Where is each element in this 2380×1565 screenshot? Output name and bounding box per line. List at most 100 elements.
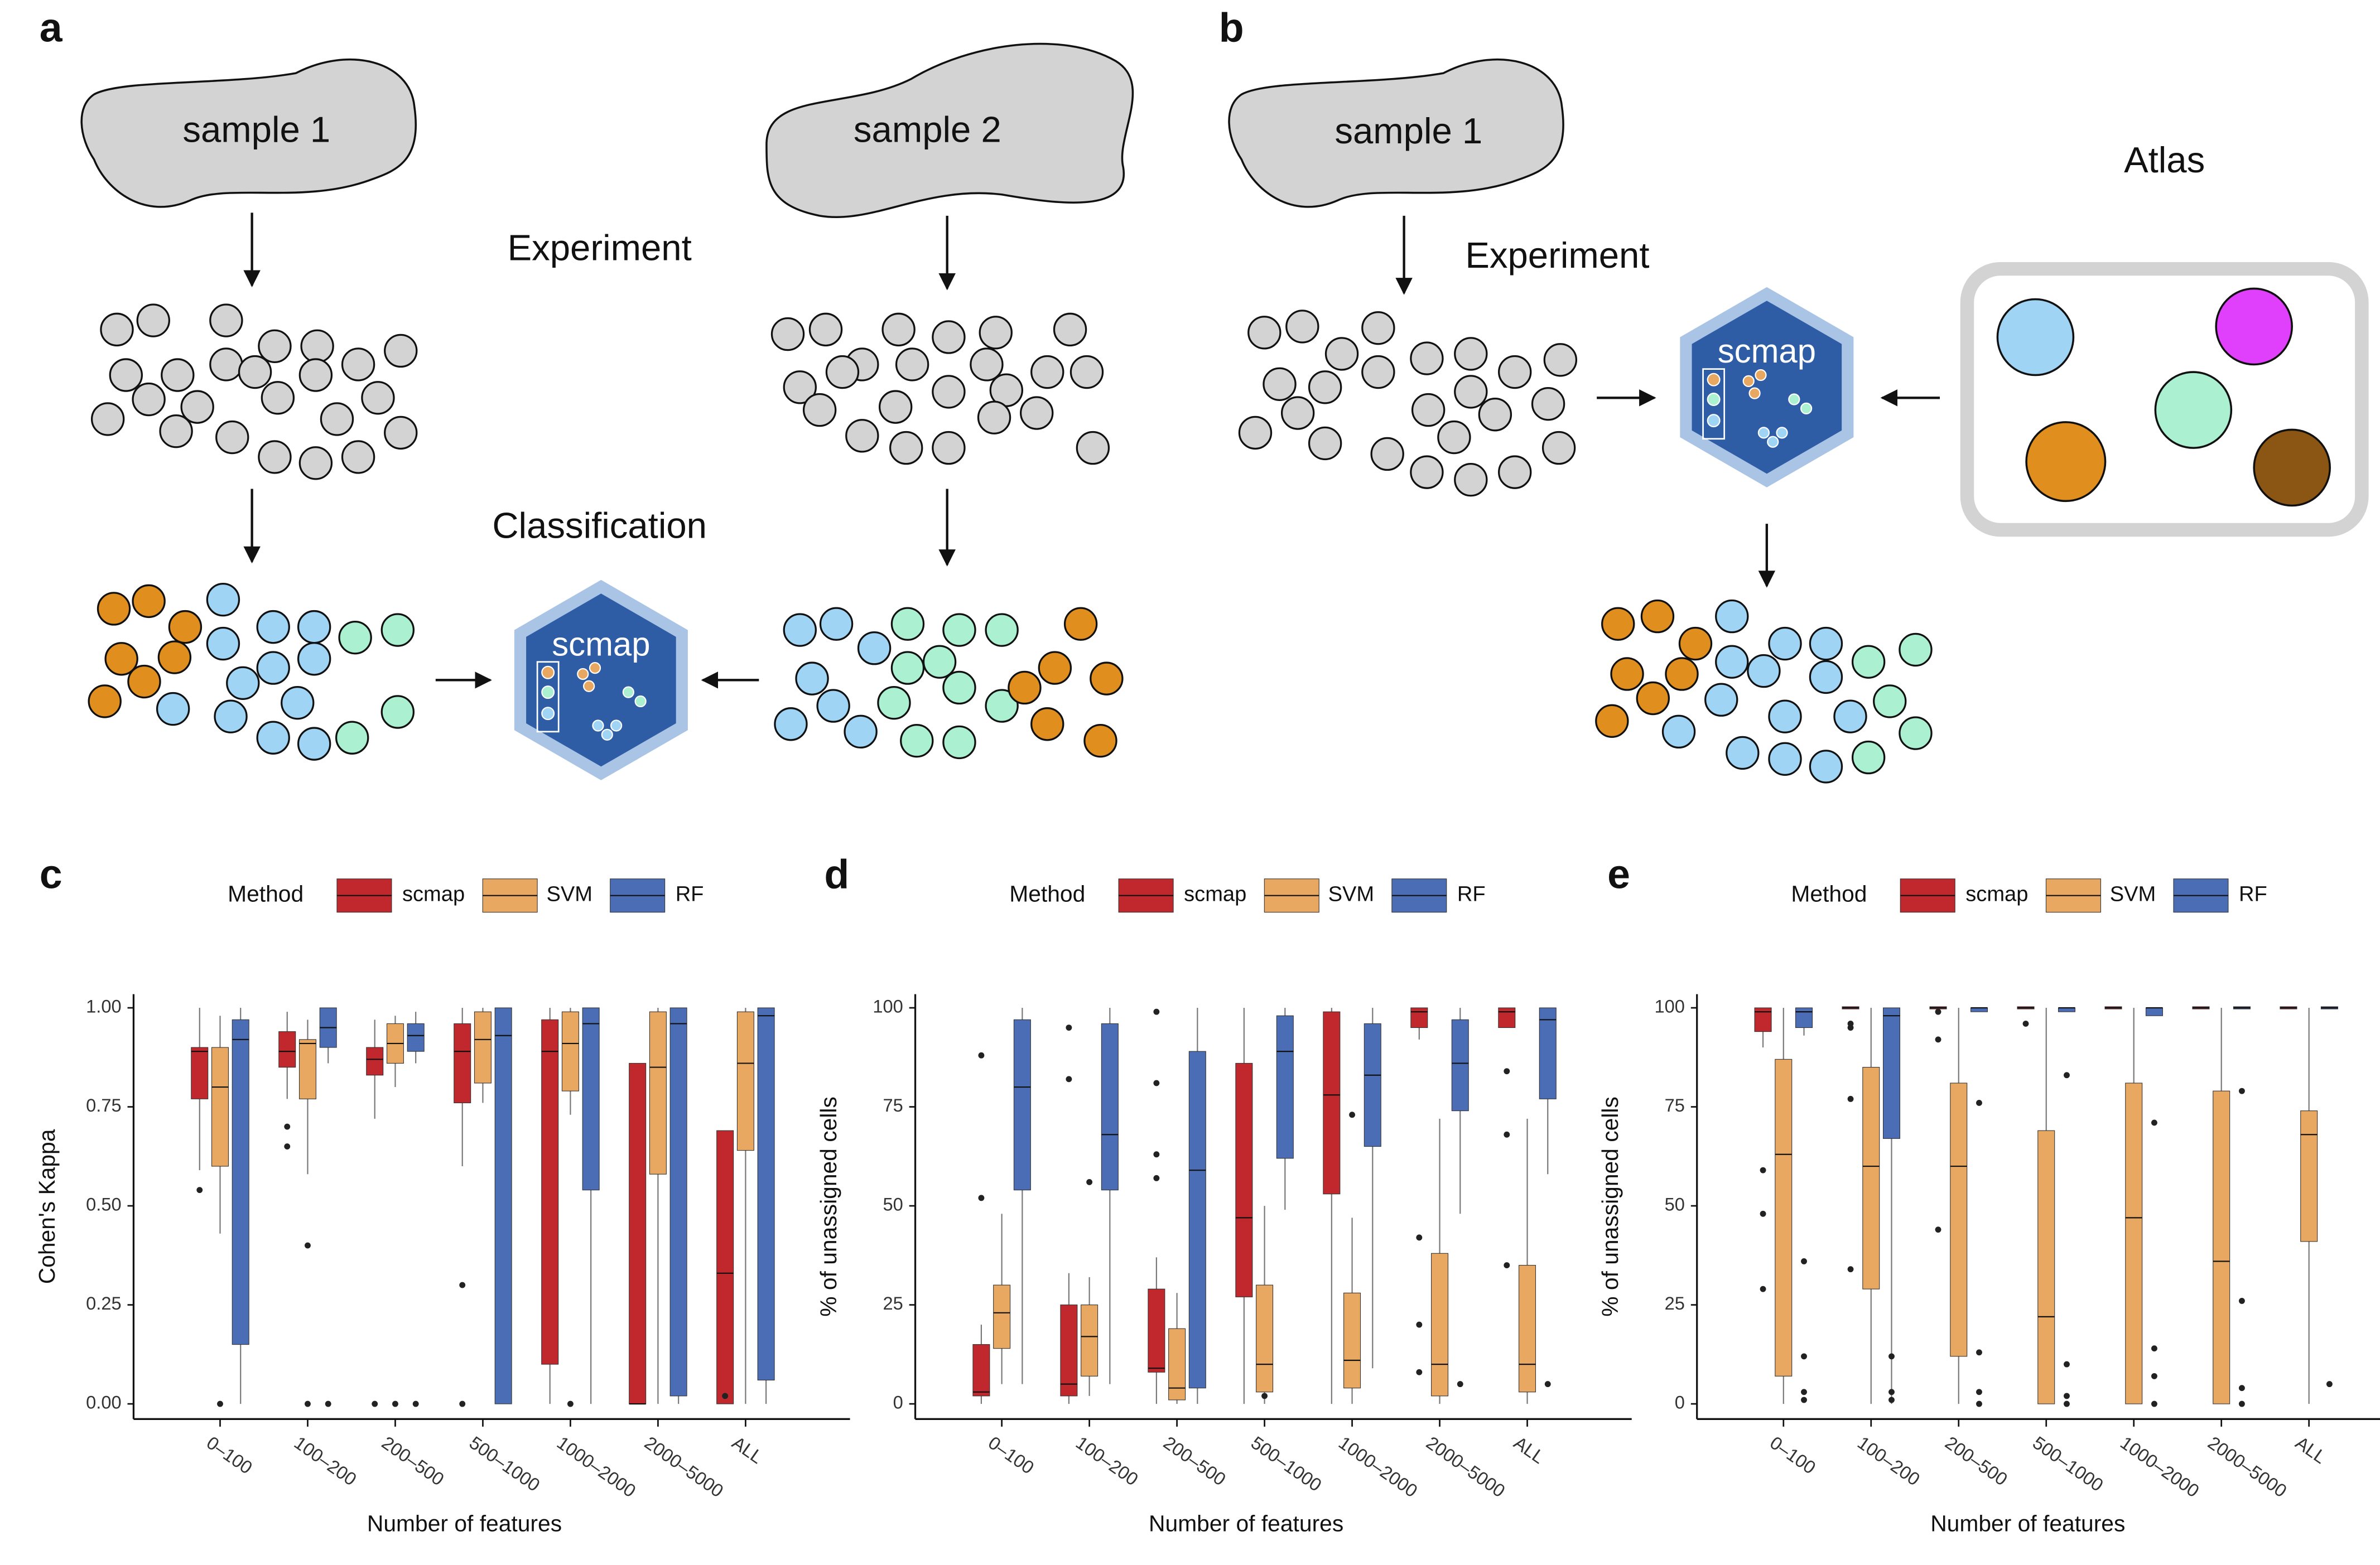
outlier: [1457, 1381, 1463, 1388]
outlier: [1153, 1175, 1160, 1181]
x-tick-label: 500–1000: [2029, 1432, 2107, 1496]
x-tick-label: 100–200: [1072, 1432, 1142, 1490]
cell: [783, 613, 817, 647]
cell: [206, 626, 240, 661]
cell: [889, 431, 923, 465]
cell: [1704, 683, 1738, 717]
box: [1168, 1328, 1186, 1400]
outlier: [1261, 1393, 1268, 1399]
cell: [341, 440, 375, 474]
cell: [1280, 396, 1315, 430]
cell: [1661, 714, 1696, 749]
outlier: [1976, 1349, 1982, 1356]
cell: [300, 329, 334, 364]
box: [1060, 1305, 1078, 1397]
box: [649, 1011, 667, 1175]
cell: [1498, 455, 1532, 489]
legend-label: scmap: [402, 883, 465, 906]
y-axis-title: Cohen's Kappa: [34, 1129, 60, 1284]
outlier: [1935, 1226, 1941, 1233]
outlier: [459, 1282, 466, 1288]
cell: [900, 723, 934, 758]
cell: [209, 347, 243, 381]
box: [1256, 1284, 1274, 1393]
outlier: [1801, 1397, 1807, 1403]
sample-blob: [1228, 58, 1564, 208]
y-tick-label: 0.50: [86, 1194, 122, 1215]
x-tick-label: 2000–5000: [641, 1432, 728, 1501]
scmap-hex: [526, 593, 676, 767]
box: [366, 1047, 384, 1076]
cell: [341, 347, 375, 381]
scmap-hex: [1692, 301, 1842, 474]
cell: [825, 355, 860, 389]
outlier: [2238, 1385, 2245, 1392]
outlier: [1760, 1286, 1766, 1292]
hex-icon: [1742, 375, 1755, 387]
x-tick-label: 1000–2000: [2117, 1432, 2203, 1501]
box: [1081, 1305, 1099, 1376]
outlier: [1888, 1389, 1895, 1395]
scmap-hex-label: scmap: [1718, 332, 1816, 370]
hex-icon: [634, 695, 647, 708]
cell: [932, 375, 966, 409]
hex-icon: [601, 728, 613, 741]
cell: [1410, 341, 1444, 375]
outlier: [1086, 1179, 1093, 1185]
hex-icon: [622, 686, 634, 698]
cell: [1543, 343, 1578, 377]
x-axis-title: Number of features: [367, 1511, 562, 1537]
step-label: Experiment: [508, 228, 692, 268]
outlier: [2064, 1393, 2070, 1399]
cell: [845, 419, 879, 453]
outlier: [1976, 1389, 1982, 1395]
outlier: [392, 1400, 398, 1407]
cell: [1809, 750, 1843, 784]
box: [298, 1039, 316, 1099]
outlier: [284, 1143, 291, 1149]
panel-label: e: [1607, 851, 1630, 897]
cell: [258, 440, 292, 474]
y-axis-title: % of unassigned cells: [816, 1097, 841, 1317]
cell: [1083, 723, 1117, 758]
outlier: [412, 1400, 419, 1407]
box: [2125, 1083, 2143, 1404]
cell: [298, 446, 333, 480]
box: [1775, 1059, 1793, 1376]
outlier: [1504, 1262, 1510, 1269]
hex-icon: [610, 719, 623, 732]
cell: [215, 420, 249, 455]
outlier: [1153, 1151, 1160, 1158]
cell: [895, 347, 929, 381]
cell: [132, 382, 166, 417]
hex-icon: [1702, 368, 1726, 440]
cell: [320, 402, 354, 436]
x-tick-label: 500–1000: [466, 1432, 544, 1496]
cell: [157, 640, 192, 674]
cell: [1410, 455, 1444, 489]
cell: [88, 684, 122, 718]
panel-label: a: [40, 4, 63, 50]
outlier: [1504, 1068, 1510, 1075]
legend-title: Method: [1791, 881, 1867, 906]
outlier: [1349, 1112, 1356, 1118]
cell: [1851, 645, 1886, 679]
outlier: [1504, 1131, 1510, 1138]
cell: [298, 358, 333, 392]
cell: [109, 358, 143, 392]
cell: [380, 613, 415, 647]
box: [993, 1284, 1011, 1349]
cell: [1370, 437, 1404, 471]
legend-label: SVM: [546, 883, 592, 906]
outlier: [217, 1400, 223, 1407]
cell: [1636, 681, 1670, 716]
outlier: [1976, 1099, 1982, 1106]
cell: [770, 317, 805, 351]
cell: [256, 610, 290, 644]
outlier: [1801, 1389, 1807, 1395]
outlier: [1416, 1234, 1423, 1241]
x-tick-label: ALL: [729, 1432, 767, 1468]
hex-icon: [1776, 427, 1788, 439]
box: [1013, 1019, 1031, 1191]
atlas-cluster: [2154, 371, 2233, 449]
